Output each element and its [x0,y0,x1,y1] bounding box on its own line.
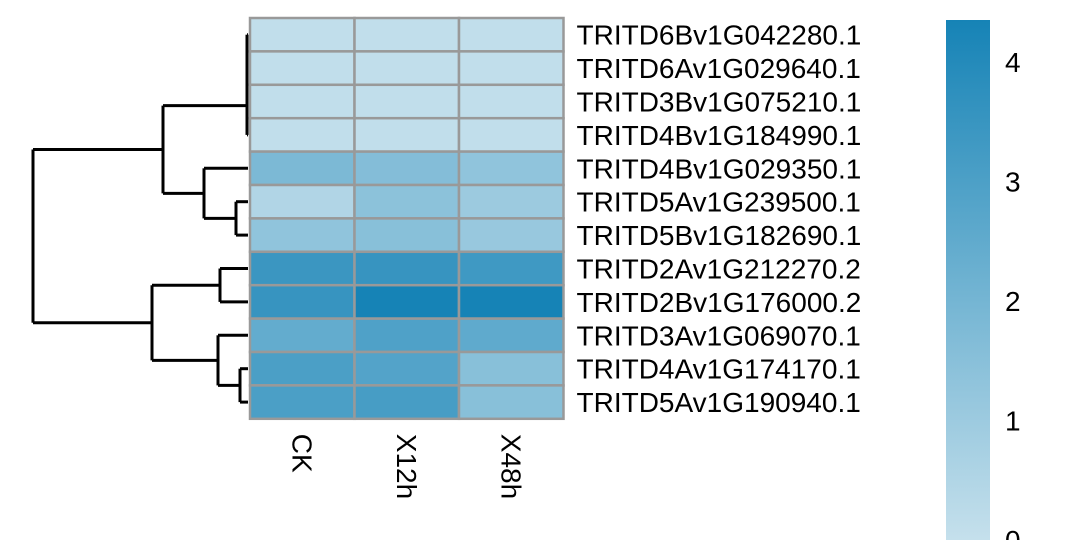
heatmap-cell [248,183,356,220]
heatmap-cell [353,317,461,354]
heatmap-cell [353,350,461,387]
column-label: CK [286,434,317,473]
heatmap-cell [353,384,461,421]
heatmap-cell [457,217,565,254]
heatmap-cell [353,250,461,287]
row-label: TRITD5Av1G190940.1 [577,387,861,418]
row-label: TRITD4Av1G174170.1 [577,354,861,385]
heatmap-cell [353,116,461,153]
heatmap-cell [457,283,565,320]
heatmap-cell [457,350,565,387]
heatmap-cell [457,150,565,187]
heatmap-cell [457,83,565,120]
heatmap-cell [248,116,356,153]
heatmap-cell [248,83,356,120]
column-label: X48h [495,434,526,499]
colorbar-tick-label: 1 [1005,406,1021,437]
heatmap-cell [353,183,461,220]
row-label: TRITD5Av1G239500.1 [577,187,861,218]
heatmap-cells [248,16,565,421]
heatmap-cell [248,217,356,254]
heatmap-cell [457,384,565,421]
colorbar: 0 1 2 3 4 [946,20,1021,545]
column-label: X12h [391,434,422,499]
row-label: TRITD4Bv1G184990.1 [577,120,862,151]
heatmap-cell [353,217,461,254]
colorbar-gradient [946,20,990,540]
colorbar-tick-label: 3 [1005,167,1021,198]
heatmap-cell [353,50,461,87]
heatmap-cell [353,16,461,53]
colorbar-tick-label: 0 [1005,525,1021,540]
row-label: TRITD5Bv1G182690.1 [577,220,862,251]
heatmap-cell [457,16,565,53]
heatmap-cell [248,250,356,287]
heatmap-cell [457,183,565,220]
heatmap-cell [457,250,565,287]
heatmap-cell [248,350,356,387]
row-label: TRITD6Av1G029640.1 [577,53,861,84]
colorbar-tick-label: 4 [1005,47,1021,78]
colorbar-tick-label: 2 [1005,286,1021,317]
heatmap-cell [248,50,356,87]
column-labels: CK X12h X48h [286,434,526,499]
heatmap-cell [248,283,356,320]
row-label: TRITD2Bv1G176000.2 [577,287,862,318]
row-label: TRITD3Bv1G075210.1 [577,87,862,118]
heatmap-cell [248,384,356,421]
row-label: TRITD6Bv1G042280.1 [577,20,862,51]
heatmap-cell [457,116,565,153]
heatmap-cell [248,16,356,53]
row-labels: TRITD6Bv1G042280.1TRITD6Av1G029640.1TRIT… [577,20,862,418]
row-dendrogram [31,33,249,404]
row-label: TRITD2Av1G212270.2 [577,254,861,285]
row-label: TRITD4Bv1G029350.1 [577,153,862,184]
heatmap-cell [457,50,565,87]
heatmap-cell [248,150,356,187]
row-label: TRITD3Av1G069070.1 [577,320,861,351]
heatmap-cell [353,83,461,120]
heatmap-cell [353,150,461,187]
heatmap-cell [353,283,461,320]
heatmap-cell [457,317,565,354]
heatmap-cell [248,317,356,354]
